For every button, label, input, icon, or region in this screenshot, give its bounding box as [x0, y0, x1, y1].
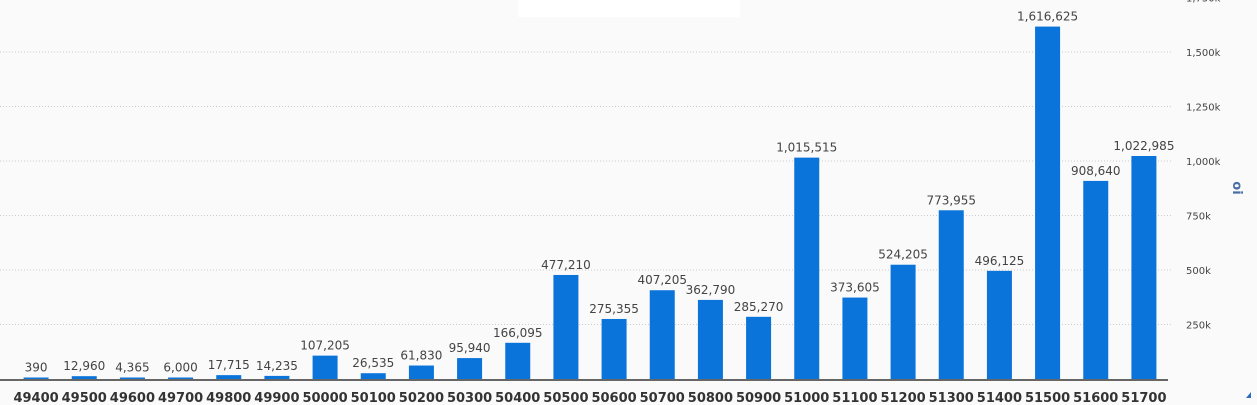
bar: [986, 270, 1012, 379]
bar: [168, 377, 194, 379]
x-tick-label: 51000: [784, 391, 829, 405]
data-label: 275,355: [589, 302, 639, 316]
x-tick-label: 49500: [62, 391, 107, 405]
data-label: 12,960: [63, 359, 105, 373]
data-label: 14,235: [256, 359, 298, 373]
data-label: 407,205: [637, 273, 687, 287]
bar: [505, 342, 531, 379]
bar: [601, 318, 627, 379]
x-tick-label: 50100: [351, 391, 396, 405]
data-label: 908,640: [1071, 164, 1121, 178]
x-tick-label: 49400: [13, 391, 58, 405]
x-tick-label: 51200: [880, 391, 925, 405]
y-tick-label: 1,250k: [1186, 103, 1221, 114]
corner-marker-icon: [1246, 392, 1251, 398]
bar: [794, 157, 820, 379]
data-label: 1,022,985: [1113, 139, 1174, 153]
y-tick-label: 750k: [1186, 212, 1211, 223]
x-tick-label: 50600: [591, 391, 636, 405]
y-tick-label: 1,750k: [1186, 0, 1221, 5]
x-tick-label: 51600: [1073, 391, 1118, 405]
x-tick-label: 51300: [929, 391, 974, 405]
data-label: 477,210: [541, 258, 591, 272]
data-label: 4,365: [115, 361, 149, 375]
x-tick-label: 50500: [543, 391, 588, 405]
bar: [360, 373, 386, 379]
data-label: 107,205: [300, 339, 350, 353]
bar: [1035, 26, 1061, 380]
x-tick-label: 51700: [1121, 391, 1166, 405]
bar: [890, 264, 916, 379]
y-tick-label: 250k: [1186, 321, 1211, 332]
bar: [649, 290, 675, 379]
bar: [842, 297, 868, 379]
data-label: 773,955: [926, 193, 976, 207]
x-tick-label: 49900: [254, 391, 299, 405]
x-tick-label: 50700: [640, 391, 685, 405]
x-tick-label: 50000: [302, 391, 347, 405]
y-tick-label: 500k: [1186, 266, 1211, 277]
x-tick-label: 50300: [447, 391, 492, 405]
x-tick-label: 49600: [110, 391, 155, 405]
bar: [457, 358, 483, 379]
data-label: 390: [25, 361, 48, 375]
y-tick-label: 1,000k: [1186, 157, 1221, 168]
bar: [938, 210, 964, 379]
data-label: 285,270: [734, 300, 784, 314]
bar: [1083, 180, 1109, 379]
bar: [119, 377, 145, 379]
bar: [264, 375, 290, 379]
y-axis-title: oi: [1229, 181, 1244, 194]
x-tick-label: 49800: [206, 391, 251, 405]
bar: [216, 375, 242, 379]
x-tick-label: 51500: [1025, 391, 1070, 405]
bar: [312, 355, 338, 379]
bar: [71, 376, 97, 379]
x-tick-label: 49700: [158, 391, 203, 405]
x-tick-label: 50400: [495, 391, 540, 405]
x-tick-label: 51400: [977, 391, 1022, 405]
data-label: 496,125: [975, 254, 1025, 268]
data-label: 17,715: [208, 358, 250, 372]
data-label: 1,015,515: [776, 141, 837, 155]
x-tick-label: 50800: [688, 391, 733, 405]
legend-area: [518, 0, 740, 17]
data-label: 26,535: [352, 356, 394, 370]
bar: [697, 299, 723, 379]
x-tick-label: 51100: [832, 391, 877, 405]
bar: [1131, 155, 1157, 379]
data-label: 166,095: [493, 326, 543, 340]
data-label: 6,000: [163, 361, 197, 375]
y-tick-label: 1,500k: [1186, 48, 1221, 59]
data-label: 61,830: [400, 349, 442, 363]
bar: [746, 316, 772, 379]
data-label: 1,616,625: [1017, 10, 1078, 24]
data-label: 373,605: [830, 281, 880, 295]
x-tick-label: 50900: [736, 391, 781, 405]
bar: [553, 274, 579, 379]
data-label: 95,940: [449, 341, 491, 355]
x-tick-label: 50200: [399, 391, 444, 405]
bar: [23, 377, 49, 379]
data-label: 362,790: [686, 283, 736, 297]
data-label: 524,205: [878, 248, 928, 262]
bar: [408, 365, 434, 379]
